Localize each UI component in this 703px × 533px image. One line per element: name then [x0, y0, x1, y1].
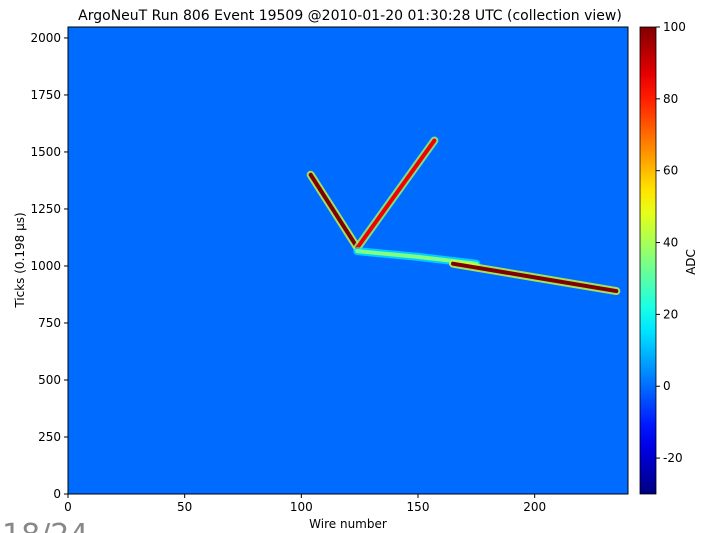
- y-tick-label: 1250: [30, 202, 61, 216]
- colorbar-label: ADC: [684, 249, 698, 275]
- colorbar-tick-label: 0: [663, 379, 671, 393]
- y-tick-label: 2000: [30, 31, 61, 45]
- y-tick-label: 1750: [30, 88, 61, 102]
- x-tick-label: 200: [523, 500, 546, 514]
- colorbar-tick-label: 60: [663, 164, 678, 178]
- y-tick-label: 500: [38, 373, 61, 387]
- x-tick-label: 0: [64, 500, 72, 514]
- y-tick-label: 250: [38, 430, 61, 444]
- x-tick-label: 100: [290, 500, 313, 514]
- colorbar-tick-label: 20: [663, 307, 678, 321]
- page-number: 18/24: [2, 518, 88, 533]
- track: [355, 138, 437, 250]
- y-tick-label: 750: [38, 316, 61, 330]
- y-axis-label: Ticks (0.198 μs): [13, 212, 27, 308]
- colorbar-tick-label: 80: [663, 92, 678, 106]
- y-tick-label: 0: [53, 487, 61, 501]
- colorbar-tick-label: 100: [663, 20, 686, 34]
- x-tick-label: 150: [407, 500, 430, 514]
- colorbar: [639, 26, 657, 495]
- chart-title: ArgoNeuT Run 806 Event 19509 @2010-01-20…: [78, 8, 622, 24]
- heatmap-background: [68, 27, 628, 494]
- plot-frame: [67, 26, 629, 495]
- y-tick-label: 1000: [30, 259, 61, 273]
- x-tick-label: 50: [177, 500, 192, 514]
- colorbar-tick-label: -20: [663, 451, 683, 465]
- track: [308, 172, 360, 250]
- track: [451, 261, 619, 294]
- y-tick-label: 1500: [30, 145, 61, 159]
- colorbar-tick-label: 40: [663, 236, 678, 250]
- x-axis-label: Wire number: [309, 517, 387, 531]
